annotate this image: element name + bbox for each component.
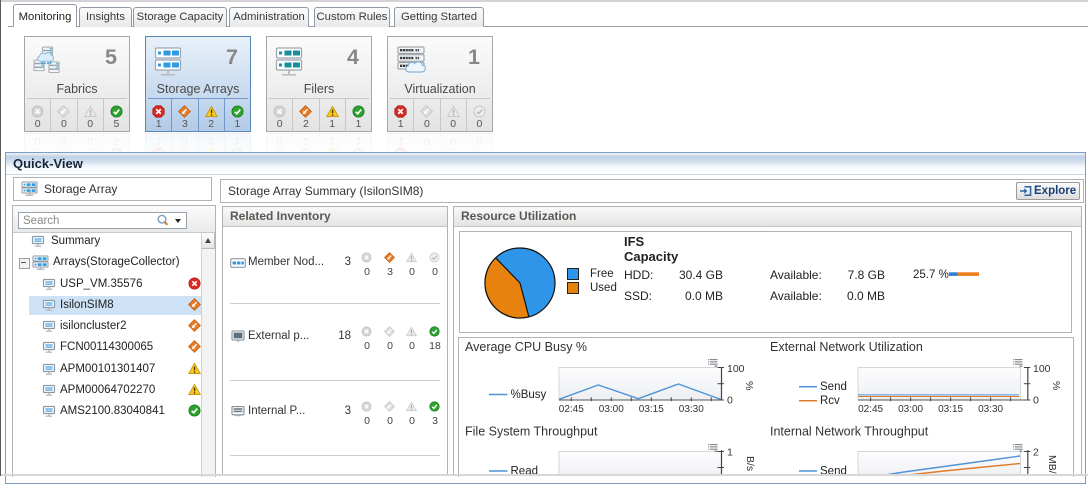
svg-text:100: 100 (727, 363, 745, 375)
svg-text:02:45: 02:45 (858, 404, 883, 415)
svg-text:Average CPU Busy %: Average CPU Busy % (465, 340, 587, 354)
svg-text:B/s: B/s (744, 456, 756, 471)
svg-text:03:00: 03:00 (599, 404, 624, 415)
svg-text:100: 100 (1033, 363, 1051, 375)
svg-text:Send: Send (820, 466, 847, 477)
svg-text:02:45: 02:45 (559, 404, 584, 415)
svg-text:Send: Send (820, 381, 847, 393)
svg-text:Internal Network Throughput: Internal Network Throughput (770, 425, 929, 439)
svg-text:MB/s: MB/s (1046, 455, 1058, 476)
svg-text:03:15: 03:15 (639, 404, 664, 415)
svg-text:Read: Read (511, 466, 539, 477)
svg-text:%Busy: %Busy (511, 389, 547, 401)
svg-text:%: % (743, 381, 755, 390)
svg-text:03:30: 03:30 (978, 404, 1003, 415)
svg-text:Rcv: Rcv (820, 395, 840, 407)
svg-text:%: % (1050, 381, 1062, 390)
svg-text:03:15: 03:15 (938, 404, 963, 415)
svg-text:03:30: 03:30 (679, 404, 704, 415)
svg-text:1: 1 (727, 447, 733, 459)
svg-text:0: 0 (1033, 395, 1039, 407)
svg-text:03:00: 03:00 (898, 404, 923, 415)
svg-text:0: 0 (727, 395, 733, 407)
svg-text:2: 2 (1033, 447, 1039, 459)
svg-text:File System Throughput: File System Throughput (465, 425, 598, 439)
svg-text:External Network Utilization: External Network Utilization (770, 340, 923, 354)
